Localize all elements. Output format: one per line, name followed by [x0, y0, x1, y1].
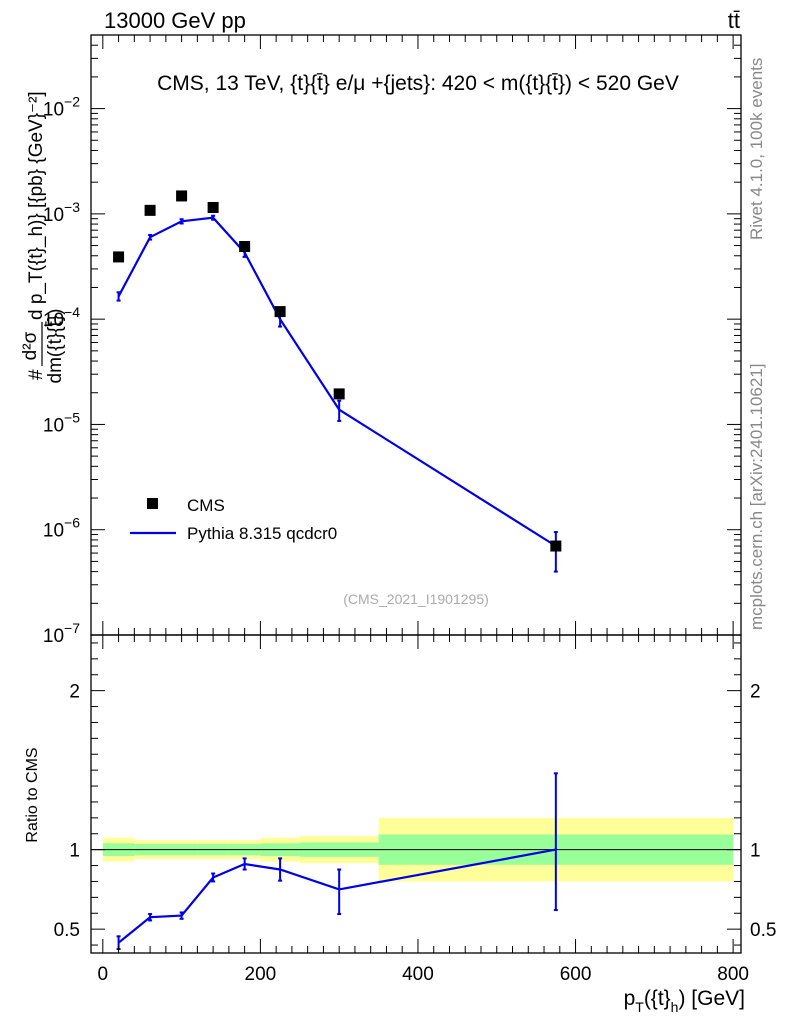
xlabel-sub2: h: [671, 999, 679, 1015]
ylabel-rest: d p_T({t}_h)} [{pb} {GeV}⁻²]: [26, 91, 47, 320]
ratio-xtick-label: 600: [560, 964, 592, 985]
main-ytick-label: 10−5: [43, 409, 80, 436]
main-ytick-label-exp: −3: [64, 199, 80, 215]
ratio-ylabel: Ratio to CMS: [24, 747, 41, 842]
ratio-ytick-label-right: 2: [750, 682, 761, 703]
ratio-panel: 0.5 0.5 1 1 2 2 0 200 400 600 800 Ratio to CMS pT(…: [24, 634, 776, 1015]
main-ytick-label: 10−6: [43, 515, 80, 542]
main-panel: 10−710−610−510−410−310−2 CMS, 13 TeV, {t…: [20, 34, 742, 647]
xlabel-mid: ({t}: [644, 987, 671, 1010]
xlabel-pre: p: [624, 987, 636, 1010]
main-ytick-label-base: 10: [43, 310, 64, 331]
main-ytick-label-base: 10: [43, 100, 64, 121]
legend-cms-label: CMS: [187, 496, 225, 515]
main-ytick-label-exp: −5: [64, 409, 80, 425]
legend-pythia-label: Pythia 8.315 qcdcr0: [187, 524, 337, 543]
cms-point: [239, 240, 251, 252]
main-ytick-label: 10−2: [43, 94, 80, 121]
main-ytick-label-exp: −7: [64, 620, 80, 636]
ratio-ytick-label-left: 2: [69, 682, 80, 703]
energy-label: 13000 GeV pp: [104, 8, 246, 33]
mcplots-label: mcplots.cern.ch [arXiv:2401.10621]: [747, 364, 766, 630]
main-ytick-label-exp: −4: [64, 304, 80, 320]
main-ytick-label-base: 10: [43, 415, 64, 436]
ratio-ytick-label-right: 1: [750, 841, 761, 862]
main-frame: [90, 34, 742, 636]
legend-cms-marker: [147, 498, 158, 509]
cms-point: [113, 251, 125, 263]
main-ytick-label: 10−4: [43, 304, 80, 331]
ratio-xtick-label: 0: [98, 964, 109, 985]
cms-point: [144, 204, 156, 216]
ratio-plot-marks: [91, 772, 741, 951]
main-ticks: 10−710−610−510−410−310−2: [43, 34, 741, 647]
main-title: CMS, 13 TeV, {t}{t̄} e/μ +{jets}: 420 < …: [157, 72, 679, 95]
main-ylabel: # d²σ dm({t}{t̄}) d p_T({t}_h)} [{pb} {G…: [20, 91, 66, 383]
ratio-ytick-label-left: 0.5: [54, 920, 80, 941]
main-ytick-label: 10−7: [43, 620, 80, 647]
legend: CMS Pythia 8.315 qcdcr0: [130, 496, 337, 543]
cms-point: [176, 190, 188, 202]
main-ytick-label-base: 10: [43, 626, 64, 647]
ratio-ytick-label-right: 0.5: [750, 920, 776, 941]
main-ytick-label-exp: −6: [64, 515, 80, 531]
main-ytick-label-exp: −2: [64, 94, 80, 110]
ratio-xtick-label: 200: [245, 964, 277, 985]
cms-point: [550, 540, 562, 552]
pythia-line: [117, 216, 557, 547]
main-ytick-label-base: 10: [43, 205, 64, 226]
main-plot-marks: [113, 190, 562, 573]
ratio-xtick-label: 400: [402, 964, 434, 985]
main-ytick-label: 10−3: [43, 199, 80, 226]
xlabel-sub1: T: [635, 999, 644, 1015]
ratio-ticks: 0.5 0.5 1 1 2 2 0 200 400 600 800: [54, 635, 776, 985]
rivet-label: Rivet 4.1.0, 100k events: [747, 58, 766, 240]
ratio-line: [117, 848, 556, 944]
ratio-xtick-label: 800: [717, 964, 749, 985]
ylabel-hash: #: [26, 369, 47, 380]
ylabel-numerator: d²σ: [20, 331, 41, 360]
ratio-frame: [90, 634, 742, 954]
ratio-ytick-label-left: 1: [69, 841, 80, 862]
cms-point: [207, 201, 219, 213]
cms-point: [333, 388, 345, 400]
xlabel: pT({t}h) [GeV]: [624, 987, 745, 1015]
xlabel-post: ) [GeV]: [678, 987, 745, 1010]
process-label: tt̄: [728, 8, 740, 33]
cms-point: [274, 306, 286, 318]
ylabel-denominator: dm({t}{t̄}): [45, 309, 66, 384]
watermark: (CMS_2021_I1901295): [343, 591, 489, 607]
main-ytick-label-base: 10: [43, 521, 64, 542]
